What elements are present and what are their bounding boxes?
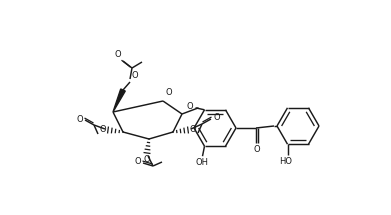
- Polygon shape: [113, 89, 125, 112]
- Text: HO: HO: [279, 157, 292, 166]
- Text: O: O: [135, 158, 141, 166]
- Text: O: O: [190, 124, 197, 134]
- Text: O: O: [115, 50, 121, 59]
- Text: OH: OH: [195, 158, 208, 167]
- Text: O: O: [213, 114, 220, 123]
- Text: O: O: [99, 124, 106, 134]
- Text: O: O: [166, 88, 172, 97]
- Text: O: O: [131, 71, 138, 80]
- Text: O: O: [254, 145, 260, 154]
- Text: O: O: [76, 115, 83, 123]
- Text: O: O: [187, 102, 194, 111]
- Text: O: O: [143, 155, 150, 164]
